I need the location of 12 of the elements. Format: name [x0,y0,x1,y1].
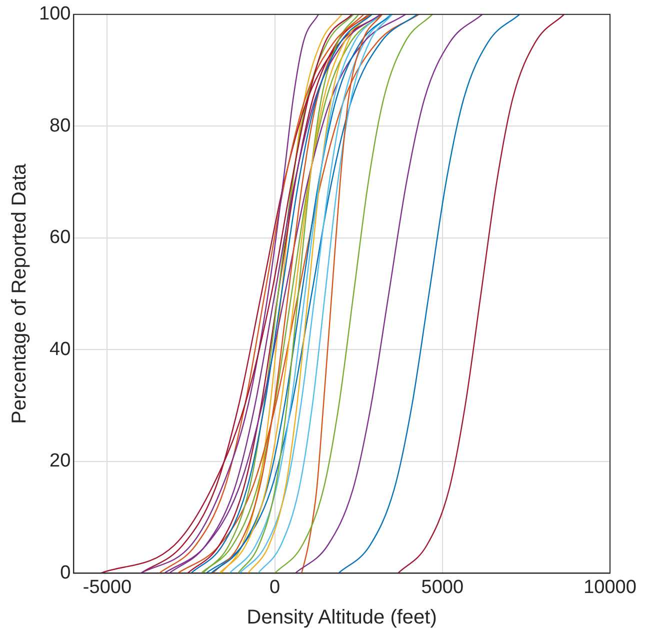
y-tick-label: 80 [50,115,71,136]
y-tick-label: 0 [60,562,71,584]
y-tick-label: 60 [50,227,71,248]
y-axis-title: Percentage of Reported Data [8,162,31,424]
y-tick-label: 100 [39,4,71,25]
x-tick-label: 5000 [421,576,464,598]
x-tick-label: 0 [270,576,280,598]
x-tick-label: 10000 [584,576,636,598]
x-tick-label: -5000 [82,576,132,598]
y-tick-label: 40 [50,338,71,360]
x-axis-title: Density Altitude (feet) [246,606,437,629]
y-tick-label: 20 [50,450,71,472]
